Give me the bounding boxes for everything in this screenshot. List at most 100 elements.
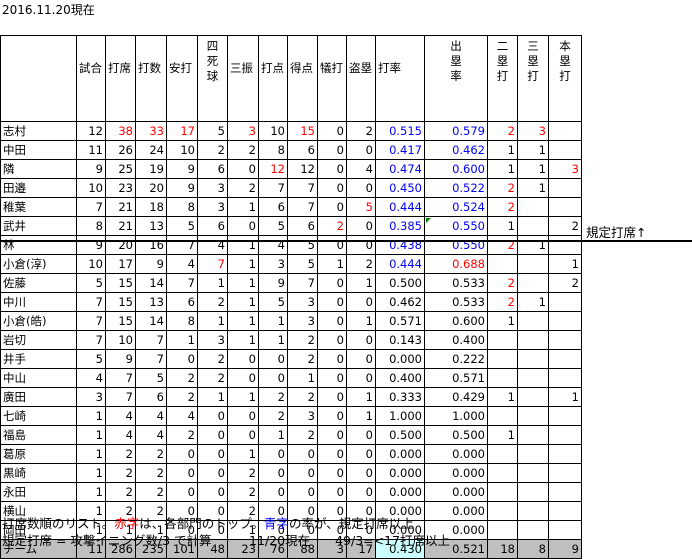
cell-hr xyxy=(548,368,582,388)
header-char: 塁 xyxy=(496,54,509,68)
cell-sb: 1 xyxy=(346,311,376,331)
header-hr: 本塁打 xyxy=(548,35,582,122)
player-row: 廣田 3 7 6 2 1 1 2 2 0 1 0.333 0.429 1 1 xyxy=(0,387,582,407)
cell-comment-indicator xyxy=(425,217,431,223)
cell-ab: 4 xyxy=(135,425,167,445)
cell-t: 1 xyxy=(517,178,549,198)
cell-obp: 0.600 xyxy=(424,159,488,179)
cell-ab: 9 xyxy=(135,254,167,274)
cell-hits: 1 xyxy=(166,330,198,350)
cell-pa: 17 xyxy=(105,254,136,274)
cell-ab: 13 xyxy=(135,292,167,312)
cell-d xyxy=(487,520,518,540)
cell-rbi: 5 xyxy=(258,292,288,312)
cell-games: 9 xyxy=(76,235,106,255)
cell-sac: 0 xyxy=(317,368,347,388)
cell-bb: 3 xyxy=(197,330,228,350)
cell-games: 11 xyxy=(76,140,106,160)
cell-runs: 2 xyxy=(287,425,318,445)
player-row: 中山 4 7 5 2 2 0 0 1 0 0 0.400 0.571 xyxy=(0,368,582,388)
cell-so: 1 xyxy=(227,330,259,350)
cell-games: 1 xyxy=(76,463,106,483)
cell-rbi: 0 xyxy=(258,444,288,464)
cell-pa: 2 xyxy=(105,482,136,502)
cell-avg: 0.000 xyxy=(375,482,425,502)
cell-obp: 0.550 xyxy=(424,216,488,236)
cell-name: 田邉 xyxy=(0,178,77,198)
cell-hr xyxy=(548,349,582,369)
cell-so: 0 xyxy=(227,216,259,236)
header-sac: 犠打 xyxy=(317,35,347,122)
cell-pa: 7 xyxy=(105,368,136,388)
cell-ab: 24 xyxy=(135,140,167,160)
cell-hr xyxy=(548,311,582,331)
cell-d xyxy=(487,254,518,274)
cell-so: 2 xyxy=(227,178,259,198)
header-char: 塁 xyxy=(450,54,462,68)
cell-t xyxy=(517,387,549,407)
cell-pa: 9 xyxy=(105,349,136,369)
cell-avg: 0.385 xyxy=(375,216,425,236)
cell-name: 佐藤 xyxy=(0,273,77,293)
cell-t xyxy=(517,520,549,540)
cell-t xyxy=(517,482,549,502)
cell-t xyxy=(517,349,549,369)
cell-games: 7 xyxy=(76,330,106,350)
header-char: 打 xyxy=(496,69,509,83)
cell-obp: 0.000 xyxy=(424,501,488,521)
cell-pa: 21 xyxy=(105,197,136,217)
cell-d: 2 xyxy=(487,273,518,293)
cell-games: 5 xyxy=(76,273,106,293)
cell-sac: 0 xyxy=(317,235,347,255)
cell-runs: 2 xyxy=(287,387,318,407)
cell-obp: 0.688 xyxy=(424,254,488,274)
cell-bb: 4 xyxy=(197,235,228,255)
cell-so: 1 xyxy=(227,444,259,464)
cell-runs: 7 xyxy=(287,197,318,217)
cell-avg: 1.000 xyxy=(375,406,425,426)
cell-sac: 2 xyxy=(317,216,347,236)
cell-ab: 16 xyxy=(135,235,167,255)
cell-hits: 5 xyxy=(166,216,198,236)
cell-sb: 2 xyxy=(346,121,376,141)
cell-rbi: 2 xyxy=(258,387,288,407)
cell-sac: 0 xyxy=(317,292,347,312)
cell-hits: 10 xyxy=(166,140,198,160)
header-char: 球 xyxy=(206,69,219,83)
cell-rbi: 1 xyxy=(258,311,288,331)
footer-formula: 規定打席 = 攻撃イニング数/3 で計算 11/20現在 49/3=<17打席以… xyxy=(2,533,451,548)
cell-pa: 2 xyxy=(105,444,136,464)
cell-obp: 0.222 xyxy=(424,349,488,369)
cell-name: 中田 xyxy=(0,140,77,160)
cell-name: 七崎 xyxy=(0,406,77,426)
cell-hits: 8 xyxy=(166,311,198,331)
cell-ab: 20 xyxy=(135,178,167,198)
header-runs: 得点 xyxy=(287,35,318,122)
cell-avg: 0.444 xyxy=(375,197,425,217)
cell-bb: 6 xyxy=(197,159,228,179)
cell-sac: 0 xyxy=(317,425,347,445)
player-row: 永田 1 2 2 0 0 2 0 0 0 0 0.000 0.000 xyxy=(0,482,582,502)
cell-pa: 38 xyxy=(105,121,136,141)
cell-t: 1 xyxy=(517,235,549,255)
header-obp: 出塁率 xyxy=(424,35,488,122)
cell-sac: 0 xyxy=(317,273,347,293)
cell-name: 葛原 xyxy=(0,444,77,464)
cell-name: 林 xyxy=(0,235,77,255)
cell-hits: 6 xyxy=(166,292,198,312)
header-hits: 安打 xyxy=(166,35,198,122)
cell-so: 0 xyxy=(227,368,259,388)
cell-hr xyxy=(548,425,582,445)
cell-sb: 0 xyxy=(346,216,376,236)
header-char: 三 xyxy=(527,39,539,53)
cell-hits: 4 xyxy=(166,254,198,274)
cell-hits: 0 xyxy=(166,444,198,464)
cell-pa: 26 xyxy=(105,140,136,160)
cell-runs: 3 xyxy=(287,406,318,426)
cell-hr xyxy=(548,482,582,502)
cell-runs: 0 xyxy=(287,444,318,464)
cell-games: 3 xyxy=(76,387,106,407)
cell-avg: 0.333 xyxy=(375,387,425,407)
cell-t xyxy=(517,501,549,521)
cell-obp: 0.550 xyxy=(424,235,488,255)
